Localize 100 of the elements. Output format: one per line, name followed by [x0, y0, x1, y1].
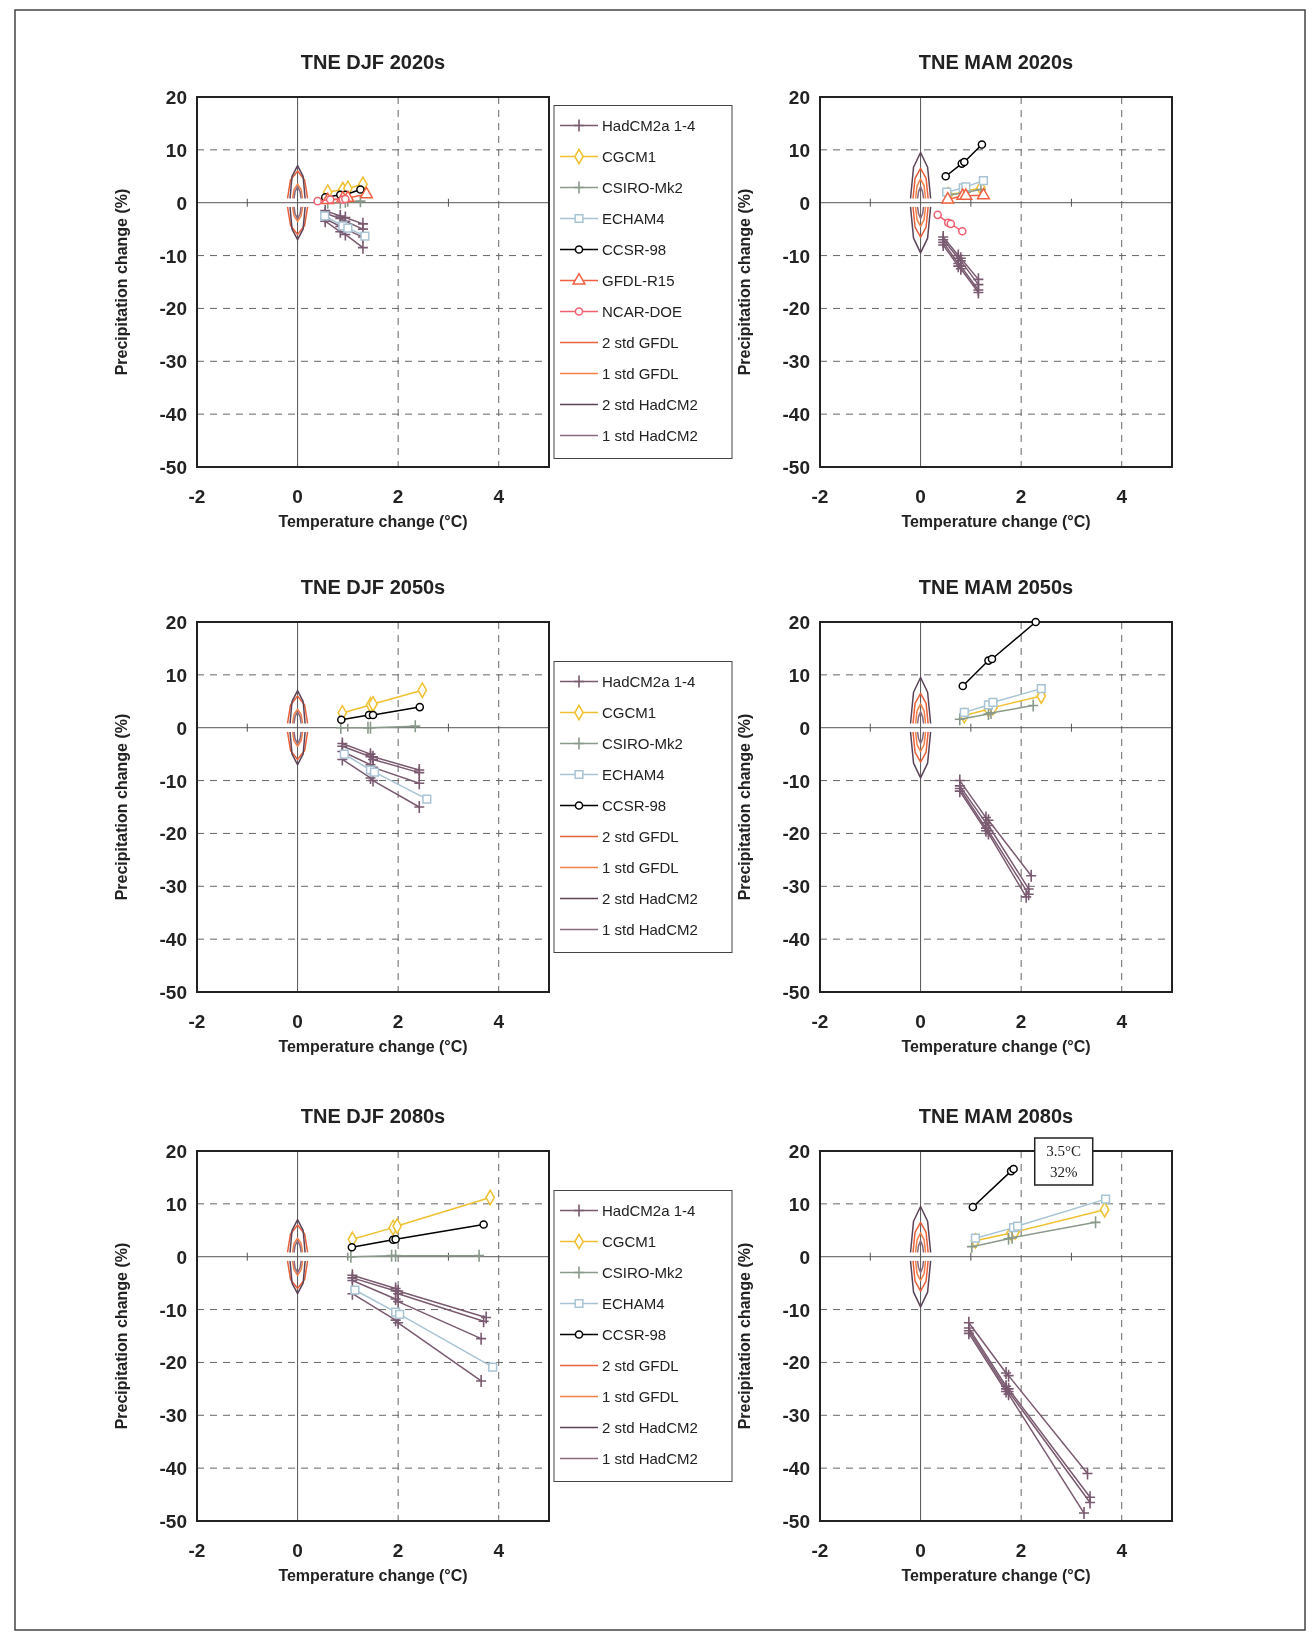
- y-tick-label: 20: [788, 1141, 810, 1162]
- y-tick-label: -50: [782, 1511, 810, 1532]
- legend-label: CCSR-98: [602, 796, 667, 814]
- x-axis-title: Temperature change (°C): [901, 1038, 1091, 1055]
- chart-title: TNE DJF 2020s: [300, 51, 446, 73]
- y-axis-title: Precipitation change (%): [113, 713, 130, 901]
- y-tick-label: 0: [176, 1246, 187, 1268]
- legend-label: GFDL-R15: [602, 271, 675, 289]
- x-tick-label: 4: [1116, 1540, 1128, 1561]
- x-tick-label: 0: [292, 486, 303, 507]
- y-tick-label: 10: [788, 1193, 810, 1215]
- x-axis-title: Temperature change (°C): [278, 513, 468, 530]
- y-tick-label: -30: [159, 876, 187, 898]
- y-tick-label: -30: [782, 876, 810, 898]
- legend-label: CSIRO-Mk2: [602, 1263, 683, 1281]
- chart-title: TNE MAM 2020s: [918, 51, 1074, 73]
- y-tick-label: 20: [788, 612, 810, 633]
- legend-label: CSIRO-Mk2: [602, 178, 683, 196]
- legend-label: ECHAM4: [602, 1294, 665, 1312]
- y-tick-label: 10: [165, 1193, 187, 1215]
- legend-label: 1 std GFDL: [602, 858, 679, 876]
- y-tick-label: -50: [159, 982, 187, 1003]
- legend-label: 2 std HadCM2: [602, 889, 698, 907]
- x-axis-title: Temperature change (°C): [278, 1038, 468, 1055]
- legend-label: HadCM2a 1-4: [602, 116, 696, 134]
- x-tick-label: -2: [188, 1540, 206, 1561]
- chart-title: TNE MAM 2080s: [918, 1105, 1074, 1127]
- y-tick-label: -40: [782, 1458, 810, 1480]
- y-tick-label: 0: [176, 717, 187, 739]
- y-axis-title: Precipitation change (%): [736, 1242, 753, 1430]
- y-tick-label: -10: [782, 1299, 810, 1321]
- y-tick-label: 20: [165, 87, 187, 108]
- legend-label: HadCM2a 1-4: [602, 672, 696, 690]
- legend-label: 1 std HadCM2: [602, 426, 698, 444]
- y-axis-title: Precipitation change (%): [736, 713, 753, 901]
- y-tick-label: 20: [788, 87, 810, 108]
- x-axis-title: Temperature change (°C): [278, 1567, 468, 1584]
- legend-label: 1 std HadCM2: [602, 1449, 698, 1467]
- y-tick-label: -30: [782, 1405, 810, 1427]
- legend-label: ECHAM4: [602, 765, 665, 783]
- x-tick-label: -2: [811, 1011, 829, 1032]
- x-tick-label: 2: [392, 486, 404, 507]
- x-tick-label: 4: [493, 1011, 505, 1032]
- y-tick-label: -10: [159, 1299, 187, 1321]
- x-tick-label: 0: [292, 1540, 303, 1561]
- legend-label: 2 std GFDL: [602, 1356, 679, 1374]
- x-tick-label: 2: [1015, 1540, 1027, 1561]
- y-tick-label: -20: [782, 1352, 810, 1374]
- x-axis-title: Temperature change (°C): [901, 1567, 1091, 1584]
- legend-label: CCSR-98: [602, 240, 667, 258]
- legend-label: 1 std GFDL: [602, 364, 679, 382]
- y-tick-label: -30: [159, 351, 187, 373]
- x-tick-label: 4: [1116, 486, 1128, 507]
- y-tick-label: -20: [159, 823, 187, 845]
- y-tick-label: -10: [782, 770, 810, 792]
- legend-label: CSIRO-Mk2: [602, 734, 683, 752]
- legend-label: 2 std HadCM2: [602, 1418, 698, 1436]
- x-tick-label: 4: [493, 486, 505, 507]
- x-tick-label: 0: [915, 486, 926, 507]
- legend-label: 2 std GFDL: [602, 333, 679, 351]
- y-tick-label: 10: [165, 139, 187, 161]
- y-tick-label: -40: [159, 1458, 187, 1480]
- legend-label: NCAR-DOE: [602, 302, 683, 320]
- y-axis-title: Precipitation change (%): [736, 188, 753, 376]
- x-tick-label: 2: [392, 1011, 404, 1032]
- y-tick-label: -50: [782, 457, 810, 478]
- legend-label: 1 std HadCM2: [602, 920, 698, 938]
- legend-label: 1 std GFDL: [602, 1387, 679, 1405]
- y-axis-title: Precipitation change (%): [113, 1242, 130, 1430]
- legend-label: 2 std HadCM2: [602, 395, 698, 413]
- y-tick-label: 10: [165, 664, 187, 686]
- x-tick-label: -2: [811, 1540, 829, 1561]
- x-tick-label: 4: [1116, 1011, 1128, 1032]
- y-tick-label: -40: [159, 929, 187, 951]
- y-tick-label: 10: [788, 139, 810, 161]
- x-tick-label: 4: [493, 1540, 505, 1561]
- chart-title: TNE DJF 2080s: [300, 1105, 446, 1127]
- y-tick-label: 20: [165, 612, 187, 633]
- y-tick-label: 0: [799, 717, 810, 739]
- y-tick-label: -20: [159, 298, 187, 320]
- y-tick-label: -50: [782, 982, 810, 1003]
- x-tick-label: 0: [292, 1011, 303, 1032]
- y-tick-label: -20: [159, 1352, 187, 1374]
- x-axis-title: Temperature change (°C): [901, 513, 1091, 530]
- x-tick-label: -2: [188, 486, 206, 507]
- y-tick-label: -50: [159, 1511, 187, 1532]
- legend-label: HadCM2a 1-4: [602, 1201, 696, 1219]
- x-tick-label: 2: [392, 1540, 404, 1561]
- x-tick-label: -2: [811, 486, 829, 507]
- y-tick-label: -40: [159, 404, 187, 426]
- x-tick-label: 0: [915, 1540, 926, 1561]
- x-tick-label: 2: [1015, 1011, 1027, 1032]
- y-tick-label: -10: [159, 245, 187, 267]
- legend-label: ECHAM4: [602, 209, 665, 227]
- y-tick-label: -30: [159, 1405, 187, 1427]
- legend-label: CCSR-98: [602, 1325, 667, 1343]
- x-tick-label: -2: [188, 1011, 206, 1032]
- x-tick-label: 2: [1015, 486, 1027, 507]
- y-tick-label: -30: [782, 351, 810, 373]
- y-tick-label: -50: [159, 457, 187, 478]
